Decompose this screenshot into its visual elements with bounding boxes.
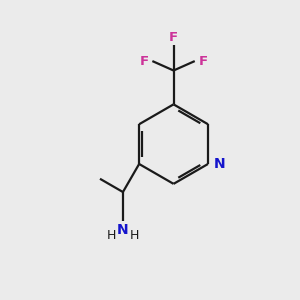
Text: F: F <box>198 55 207 68</box>
Text: N: N <box>117 223 129 237</box>
Text: F: F <box>140 55 149 68</box>
Text: H: H <box>107 229 116 242</box>
Text: N: N <box>213 157 225 171</box>
Text: H: H <box>129 229 139 242</box>
Text: F: F <box>169 31 178 44</box>
